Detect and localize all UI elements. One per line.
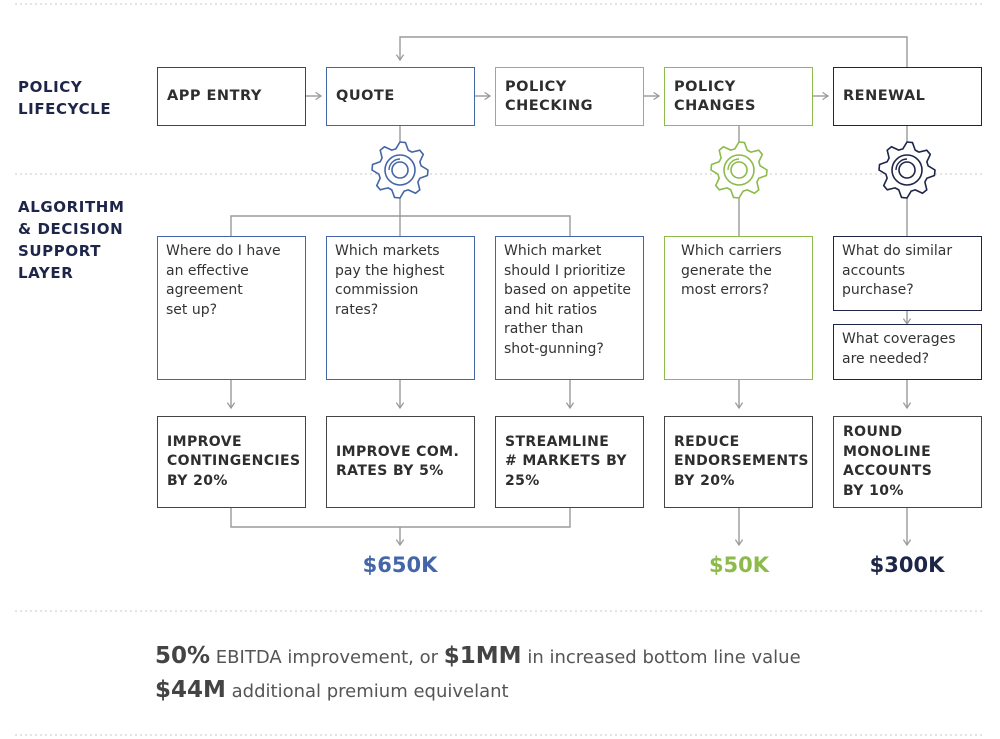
- stage-policy-checking: POLICY CHECKING: [495, 67, 644, 126]
- outcome-endorsements: REDUCE ENDORSEMENTS BY 20%: [664, 416, 813, 508]
- stage-renewal: RENEWAL: [833, 67, 982, 126]
- gear-icon: [371, 141, 429, 199]
- premium-text: additional premium equivelant: [231, 681, 509, 702]
- question-text: Which markets pay the highest commission…: [335, 243, 445, 318]
- policy-lifecycle-label-text: POLICY LIFECYCLE: [18, 78, 112, 118]
- stage-label: POLICY CHECKING: [505, 78, 593, 114]
- outcome-text: REDUCE ENDORSEMENTS BY 20%: [674, 433, 809, 489]
- question-text: What do similar accounts purchase?: [842, 243, 953, 298]
- question-prioritize-market: Which market should I prioritize based o…: [495, 236, 644, 380]
- outcome-monoline-accounts: ROUND MONOLINE ACCOUNTS BY 10%: [833, 416, 982, 508]
- outcome-text: ROUND MONOLINE ACCOUNTS BY 10%: [843, 424, 933, 499]
- bottom-line-value: $1MM: [443, 643, 522, 669]
- question-coverages: What coverages are needed?: [833, 324, 982, 380]
- stage-app-entry: APP ENTRY: [157, 67, 306, 126]
- summary-line-2: $44M additional premium equivelant: [155, 677, 509, 703]
- total-quote: $650K: [330, 553, 470, 577]
- gear-icon: [878, 141, 936, 199]
- stage-label: POLICY CHANGES: [674, 78, 756, 114]
- renewal-loop-connector: [395, 36, 908, 67]
- merge-connector-quote: [230, 508, 571, 528]
- algorithm-layer-label-text: ALGORITHM & DECISION SUPPORT LAYER: [18, 198, 125, 282]
- outcome-commission-rates: IMPROVE COM. RATES BY 5%: [326, 416, 475, 508]
- outcome-text: IMPROVE COM. RATES BY 5%: [336, 443, 460, 480]
- outcome-text: STREAMLINE # MARKETS BY 25%: [505, 433, 627, 489]
- summary-line-1: 50% EBITDA improvement, or $1MM in incre…: [155, 643, 801, 669]
- stage-policy-changes: POLICY CHANGES: [664, 67, 813, 126]
- outcome-contingencies: IMPROVE CONTINGENCIES BY 20%: [157, 416, 306, 508]
- question-commission: Which markets pay the highest commission…: [326, 236, 475, 380]
- outcome-text: IMPROVE CONTINGENCIES BY 20%: [167, 433, 301, 489]
- algorithm-layer-label: ALGORITHM & DECISION SUPPORT LAYER: [18, 196, 124, 284]
- gear-icon: [710, 141, 768, 199]
- bottom-line-text: in increased bottom line value: [527, 647, 801, 668]
- question-text: Where do I have an effective agreement s…: [166, 243, 281, 318]
- premium-value: $44M: [155, 677, 226, 703]
- stage-quote: QUOTE: [326, 67, 475, 126]
- policy-lifecycle-label: POLICY LIFECYCLE: [18, 76, 111, 120]
- stage-label: APP ENTRY: [167, 88, 262, 104]
- question-agreement: Where do I have an effective agreement s…: [157, 236, 306, 380]
- question-text: Which carriers generate the most errors?: [681, 243, 782, 298]
- total-value: $50K: [708, 553, 770, 577]
- stage-label: QUOTE: [336, 88, 395, 104]
- total-renewal: $300K: [837, 553, 977, 577]
- question-text: Which market should I prioritize based o…: [504, 243, 632, 357]
- stage-label: RENEWAL: [843, 88, 926, 104]
- ebitda-text: EBITDA improvement, or: [215, 647, 439, 668]
- question-similar-accounts: What do similar accounts purchase?: [833, 236, 982, 311]
- question-carrier-errors: Which carriers generate the most errors?: [664, 236, 813, 380]
- ebitda-value: 50%: [155, 643, 211, 669]
- question-text: What coverages are needed?: [842, 331, 956, 367]
- total-value: $300K: [869, 553, 945, 577]
- total-changes: $50K: [669, 553, 809, 577]
- branch-connector-quote: [230, 197, 571, 236]
- total-value: $650K: [362, 553, 438, 577]
- outcome-streamline-markets: STREAMLINE # MARKETS BY 25%: [495, 416, 644, 508]
